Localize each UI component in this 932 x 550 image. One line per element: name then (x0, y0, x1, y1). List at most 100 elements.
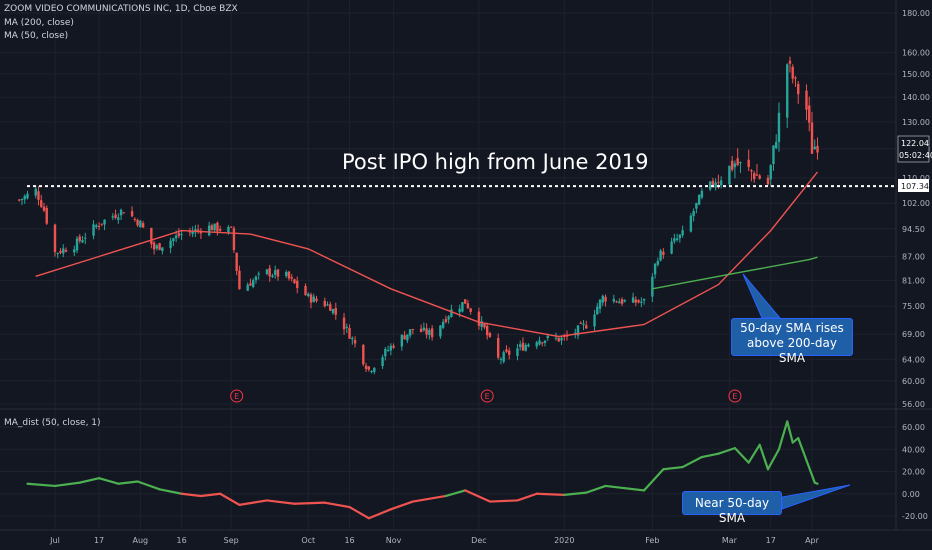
candle-body (130, 211, 134, 217)
candle-body (271, 275, 274, 278)
candle-body (119, 209, 123, 216)
candle-body (59, 250, 62, 253)
candle-body (403, 335, 406, 340)
ma-dist-segment (293, 501, 326, 505)
candle-body (730, 160, 734, 170)
candle-body (695, 202, 698, 209)
candle-body (642, 298, 646, 301)
candle-body (246, 284, 249, 291)
candle-body (816, 145, 819, 153)
candle-body (392, 345, 395, 348)
candle-body (519, 344, 522, 348)
candle-body (400, 335, 404, 347)
candle-body (794, 77, 797, 79)
ma-dist-segment (805, 459, 816, 484)
candle-body (428, 329, 431, 336)
candle-body (235, 252, 238, 271)
candle-body (45, 207, 48, 224)
time-tick-label: 17 (94, 536, 104, 545)
ma-dist-segment (464, 489, 492, 503)
candle-body (285, 271, 288, 277)
ma-dist-segment (563, 491, 588, 496)
ma-dist-segment (516, 492, 538, 502)
price-tick-label: 87.00 (902, 252, 925, 261)
candle-body (384, 348, 387, 357)
legend-ma50: MA (50, close) (4, 31, 69, 41)
candle-body (791, 66, 794, 79)
time-tick-label: Jul (49, 536, 60, 545)
time-tick-label: Oct (301, 536, 315, 545)
ma-dist-segment (348, 506, 370, 520)
candle-body (425, 328, 428, 335)
candle-body (675, 238, 679, 241)
ma-dist-segment (747, 443, 761, 464)
candle-body (546, 335, 549, 339)
price-tick-label: 75.00 (902, 302, 925, 311)
last-price-tag: 122.04 (901, 139, 929, 148)
ma-dist-segment (78, 477, 101, 484)
candle-body (505, 349, 508, 352)
candle-body (81, 240, 84, 243)
candle-body (458, 308, 461, 313)
ipo-high-tag-bg (898, 179, 929, 192)
candle-body (117, 217, 120, 220)
candle-body (585, 325, 588, 329)
candle-body (64, 250, 68, 252)
candle-body (53, 224, 57, 253)
candle-body (348, 327, 351, 339)
ma200-line (652, 256, 818, 290)
candle-body (227, 227, 230, 233)
candle-body (304, 285, 307, 296)
candle-body (218, 229, 222, 231)
annotation-ipo-high: Post IPO high from June 2019 (342, 150, 649, 174)
candle-body (485, 325, 489, 336)
candle-body (18, 199, 21, 201)
candle-body (309, 294, 313, 303)
grid-lines (0, 0, 896, 530)
candle-body (20, 198, 24, 200)
candle-body (480, 321, 483, 327)
time-axis: Jul 17 Aug 16 Sep Oct 16 Nov Dec 2020 Feb Mar 17 Apr (49, 536, 819, 545)
candle-body (755, 174, 759, 176)
price-tags: 122.04 05:02:40 107.34 (897, 135, 932, 192)
ma-dist-segment (26, 482, 57, 488)
candle-body (483, 323, 486, 328)
candle-body (662, 251, 665, 255)
price-tick-label: 180.00 (902, 9, 930, 18)
candle-body (329, 304, 332, 311)
candle-body (370, 370, 373, 372)
candle-body (439, 325, 442, 337)
price-tick-label: 150.00 (902, 70, 930, 79)
candle-body (342, 317, 346, 330)
candle-body (618, 301, 621, 304)
ma-dist-segment (323, 501, 351, 509)
candle-body (750, 170, 753, 172)
candle-body (810, 122, 814, 154)
candle-body (26, 193, 29, 199)
callout-sma-cross-line2: above 200-day SMA (747, 336, 837, 365)
candle-body (708, 181, 712, 190)
candle-body (419, 328, 423, 333)
candle-body (659, 250, 662, 261)
candle-body (232, 228, 236, 251)
candle-body (788, 60, 792, 64)
candle-body (84, 237, 87, 239)
candle-body (430, 328, 434, 338)
candle-body (257, 273, 260, 275)
ma-dist-segment (265, 499, 296, 505)
candle-body (75, 238, 79, 251)
ma-dist-segment (219, 492, 241, 506)
candle-body (733, 163, 737, 168)
candle-body (161, 247, 164, 252)
candle-body (229, 226, 233, 228)
candle-body (78, 236, 81, 241)
ma-dist-segment (97, 477, 120, 485)
candle-body (777, 112, 781, 142)
candle-body (152, 242, 156, 250)
candle-body (469, 308, 472, 312)
candle-body (612, 299, 616, 302)
indicator-axis: 60.00 40.00 20.00 0.00 -20.00 (902, 423, 928, 521)
ma-dist-series (26, 420, 819, 520)
candle-body (307, 293, 310, 297)
time-tick-label: Mar (722, 536, 738, 545)
